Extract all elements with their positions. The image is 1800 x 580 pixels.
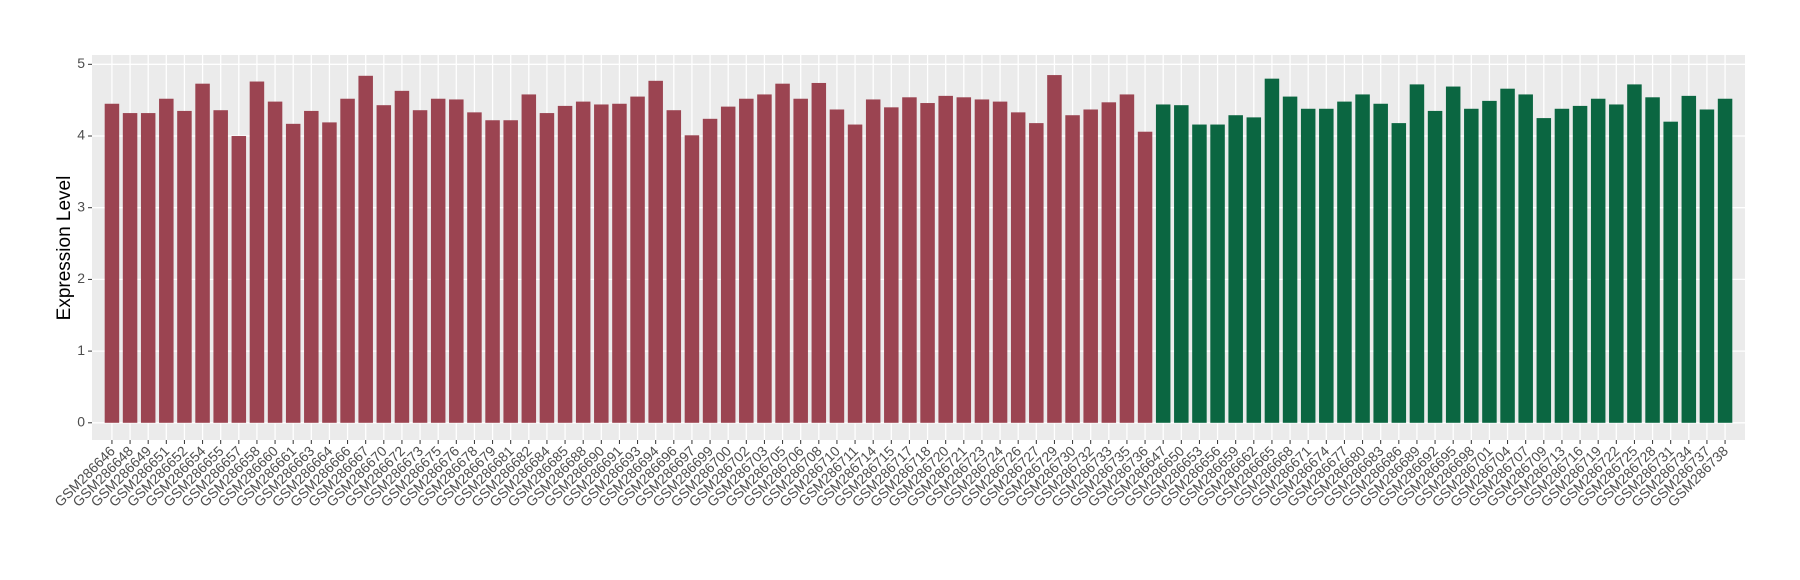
bar bbox=[775, 83, 790, 423]
bar bbox=[1681, 95, 1697, 423]
bar bbox=[503, 120, 518, 423]
bar bbox=[1572, 105, 1588, 423]
bar bbox=[249, 81, 265, 423]
bar bbox=[231, 136, 247, 423]
bar bbox=[104, 103, 120, 423]
y-tick-label: 2 bbox=[77, 270, 85, 286]
bar bbox=[575, 101, 591, 423]
bar bbox=[720, 106, 736, 423]
bar bbox=[992, 101, 1008, 423]
y-tick-label: 0 bbox=[77, 413, 85, 429]
bar bbox=[304, 110, 319, 423]
bar bbox=[557, 105, 573, 423]
bar bbox=[630, 96, 645, 423]
y-tick-label: 4 bbox=[77, 127, 85, 143]
bar bbox=[358, 75, 373, 423]
bar bbox=[684, 135, 700, 423]
bar bbox=[1427, 110, 1443, 423]
bar bbox=[1282, 96, 1298, 423]
bar bbox=[340, 98, 355, 423]
bar bbox=[1101, 102, 1117, 423]
bar bbox=[594, 104, 609, 423]
bar bbox=[1482, 100, 1497, 423]
bar bbox=[430, 98, 446, 423]
bar bbox=[666, 110, 682, 423]
bar bbox=[1047, 75, 1062, 423]
bar bbox=[1391, 123, 1407, 423]
bar bbox=[521, 94, 537, 423]
bar bbox=[485, 120, 500, 423]
bar bbox=[902, 97, 917, 423]
bar bbox=[757, 94, 772, 423]
bar bbox=[1119, 94, 1135, 423]
bar bbox=[1627, 84, 1642, 423]
y-tick-label: 1 bbox=[77, 342, 85, 358]
bar bbox=[1083, 109, 1098, 423]
bar bbox=[376, 105, 392, 423]
bar bbox=[1137, 131, 1153, 423]
bar bbox=[1174, 105, 1189, 423]
bar bbox=[793, 98, 808, 423]
bar bbox=[539, 113, 555, 423]
bar bbox=[1645, 97, 1660, 423]
bar bbox=[1663, 121, 1678, 423]
bar bbox=[829, 109, 845, 423]
bar bbox=[1409, 84, 1425, 423]
bar bbox=[811, 82, 827, 423]
bar bbox=[394, 90, 410, 423]
bar bbox=[1319, 108, 1334, 423]
bar bbox=[920, 103, 935, 423]
bar bbox=[648, 80, 663, 423]
bar bbox=[1518, 94, 1533, 423]
panel bbox=[92, 55, 1745, 440]
y-axis-title: Expression Level bbox=[54, 176, 75, 321]
bar bbox=[884, 107, 899, 423]
bar bbox=[938, 95, 953, 423]
bar bbox=[1300, 108, 1316, 423]
bar bbox=[412, 110, 428, 423]
bar bbox=[956, 97, 972, 423]
bar bbox=[267, 101, 283, 423]
bar bbox=[1029, 123, 1044, 423]
bar bbox=[1228, 115, 1243, 423]
bar bbox=[1464, 108, 1479, 423]
y-tick-label: 5 bbox=[77, 55, 85, 71]
bar bbox=[467, 112, 482, 423]
bar bbox=[739, 98, 754, 423]
bar bbox=[1337, 101, 1352, 423]
bar bbox=[1373, 103, 1388, 423]
bar bbox=[1192, 124, 1207, 423]
bar bbox=[1536, 118, 1552, 423]
bar bbox=[285, 123, 301, 423]
bar bbox=[213, 110, 228, 423]
y-tick-label: 3 bbox=[77, 198, 85, 214]
bar bbox=[1355, 94, 1370, 423]
bar bbox=[1210, 124, 1225, 423]
bar bbox=[612, 103, 627, 423]
bar bbox=[1609, 104, 1624, 423]
bar bbox=[1590, 98, 1606, 423]
bar bbox=[140, 113, 156, 423]
bar bbox=[847, 124, 863, 423]
bar bbox=[1065, 115, 1080, 423]
bar bbox=[1717, 98, 1733, 423]
bar bbox=[1554, 108, 1570, 423]
bar bbox=[122, 113, 138, 423]
bar bbox=[1445, 86, 1461, 423]
bar bbox=[449, 99, 464, 423]
bar bbox=[1010, 112, 1026, 423]
bar bbox=[1155, 104, 1171, 423]
bar bbox=[1264, 78, 1280, 423]
bar bbox=[177, 110, 192, 423]
bar bbox=[322, 122, 337, 423]
bar bbox=[1500, 88, 1515, 423]
bar bbox=[195, 83, 210, 423]
bar bbox=[1246, 117, 1262, 423]
bar bbox=[702, 118, 718, 423]
bar bbox=[1699, 109, 1715, 423]
bar bbox=[159, 98, 174, 423]
bar bbox=[865, 99, 881, 423]
bar bbox=[974, 99, 990, 423]
